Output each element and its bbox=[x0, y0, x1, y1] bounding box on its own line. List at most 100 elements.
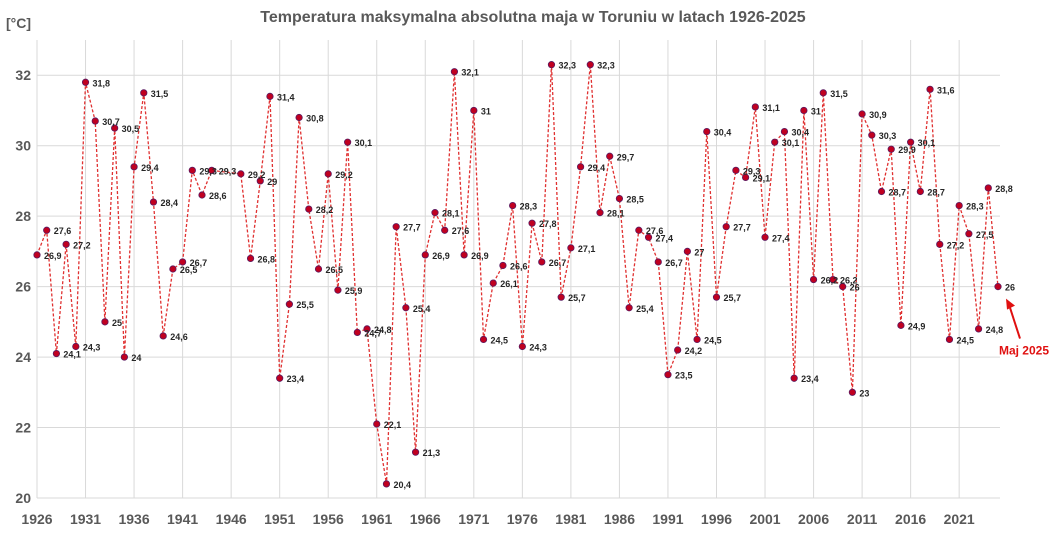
data-label: 27,1 bbox=[578, 244, 596, 254]
data-point bbox=[751, 103, 759, 111]
data-point bbox=[654, 258, 662, 266]
data-point bbox=[829, 275, 837, 284]
data-label: 28,7 bbox=[889, 187, 907, 197]
data-label: 30,7 bbox=[102, 117, 120, 127]
data-label: 27,2 bbox=[947, 240, 965, 250]
data-point bbox=[576, 163, 585, 171]
data-label: 27,6 bbox=[452, 226, 470, 236]
data-point bbox=[111, 124, 119, 132]
data-point bbox=[936, 240, 944, 248]
data-label: 26 bbox=[1005, 283, 1015, 293]
data-label: 27,8 bbox=[539, 219, 557, 229]
data-label: 32,1 bbox=[461, 68, 479, 78]
data-point bbox=[208, 166, 216, 174]
data-point bbox=[683, 247, 691, 255]
chart-title: Temperatura maksymalna absolutna maja w … bbox=[260, 9, 805, 26]
data-point bbox=[324, 170, 332, 178]
x-tick-label: 2001 bbox=[749, 511, 780, 527]
x-tick-label: 1996 bbox=[701, 511, 732, 527]
data-label: 25,4 bbox=[636, 304, 654, 314]
data-label: 23,4 bbox=[287, 374, 305, 384]
data-point bbox=[441, 226, 449, 234]
data-label: 21,3 bbox=[423, 448, 441, 458]
data-label: 29,2 bbox=[335, 170, 353, 180]
data-point bbox=[159, 332, 167, 340]
data-point bbox=[974, 325, 983, 333]
data-label: 27,5 bbox=[976, 230, 994, 240]
data-point bbox=[479, 335, 488, 344]
data-label: 27,6 bbox=[54, 226, 72, 236]
data-point bbox=[246, 254, 255, 263]
data-label: 27,7 bbox=[733, 223, 751, 233]
data-label: 27 bbox=[694, 247, 704, 257]
data-label: 27,4 bbox=[656, 233, 674, 243]
data-label: 23,4 bbox=[801, 374, 819, 384]
data-label: 27,6 bbox=[646, 226, 664, 236]
data-point bbox=[43, 226, 51, 234]
data-label: 28,5 bbox=[626, 195, 644, 205]
data-point bbox=[625, 304, 633, 312]
data-label: 30,4 bbox=[714, 128, 732, 138]
x-tick-label: 1931 bbox=[70, 511, 101, 527]
data-point bbox=[392, 223, 400, 231]
x-tick-label: 2006 bbox=[798, 511, 829, 527]
data-label: 29,1 bbox=[753, 173, 771, 183]
data-point bbox=[848, 388, 856, 396]
data-point bbox=[256, 177, 264, 185]
data-point bbox=[499, 261, 507, 270]
data-point bbox=[276, 374, 284, 382]
data-point bbox=[664, 371, 672, 379]
data-point bbox=[567, 244, 575, 252]
data-point bbox=[994, 283, 1002, 291]
data-label: 31,5 bbox=[830, 89, 848, 99]
data-label: 26,2 bbox=[840, 276, 858, 286]
x-tick-label: 1926 bbox=[21, 511, 52, 527]
data-point bbox=[460, 251, 468, 259]
data-label: 24,5 bbox=[956, 335, 974, 345]
data-label: 24 bbox=[131, 353, 141, 363]
data-label: 22,1 bbox=[384, 420, 402, 430]
data-point bbox=[334, 286, 342, 294]
annotation-arrow-head bbox=[1006, 298, 1015, 310]
data-label: 30,1 bbox=[355, 138, 373, 148]
data-label: 26,1 bbox=[500, 279, 518, 289]
data-label: 29,2 bbox=[248, 170, 266, 180]
x-tick-label: 1956 bbox=[313, 511, 344, 527]
data-label: 23 bbox=[859, 388, 869, 398]
data-label: 25,7 bbox=[723, 293, 741, 303]
data-point bbox=[198, 191, 206, 199]
data-point bbox=[52, 349, 61, 358]
x-tick-label: 2011 bbox=[847, 511, 878, 527]
x-tick-labels: 1926 1931 1936 1941 1946 1951 1956 1961 1966 1971… bbox=[21, 511, 975, 527]
data-label: 29,4 bbox=[141, 163, 159, 173]
data-point bbox=[809, 275, 818, 284]
data-point bbox=[771, 138, 779, 146]
data-label: 24,7 bbox=[364, 328, 382, 338]
data-point bbox=[916, 187, 924, 196]
data-point bbox=[926, 85, 934, 93]
grid-lines bbox=[36, 40, 1000, 499]
data-label: 25,9 bbox=[345, 286, 363, 296]
x-tick-label: 1981 bbox=[555, 511, 586, 527]
x-tick-label: 1951 bbox=[264, 511, 295, 527]
data-point bbox=[547, 61, 556, 69]
x-tick-label: 1991 bbox=[652, 511, 683, 527]
data-point bbox=[586, 61, 594, 69]
data-point bbox=[344, 138, 352, 146]
y-axis-unit-label: [°C] bbox=[6, 15, 31, 31]
data-label: 32,3 bbox=[558, 61, 576, 71]
data-point bbox=[363, 325, 371, 333]
data-label: 26,8 bbox=[258, 254, 276, 264]
data-point bbox=[615, 194, 624, 203]
data-label: 26,7 bbox=[665, 258, 683, 268]
data-label: 31,5 bbox=[151, 89, 169, 99]
data-label: 24,1 bbox=[63, 350, 81, 360]
data-label: 28,8 bbox=[995, 184, 1013, 194]
data-point bbox=[450, 68, 459, 76]
x-tick-label: 2021 bbox=[944, 511, 975, 527]
data-point bbox=[179, 258, 187, 266]
data-point bbox=[790, 374, 798, 382]
data-label: 26,5 bbox=[180, 265, 198, 275]
data-point bbox=[470, 106, 478, 115]
